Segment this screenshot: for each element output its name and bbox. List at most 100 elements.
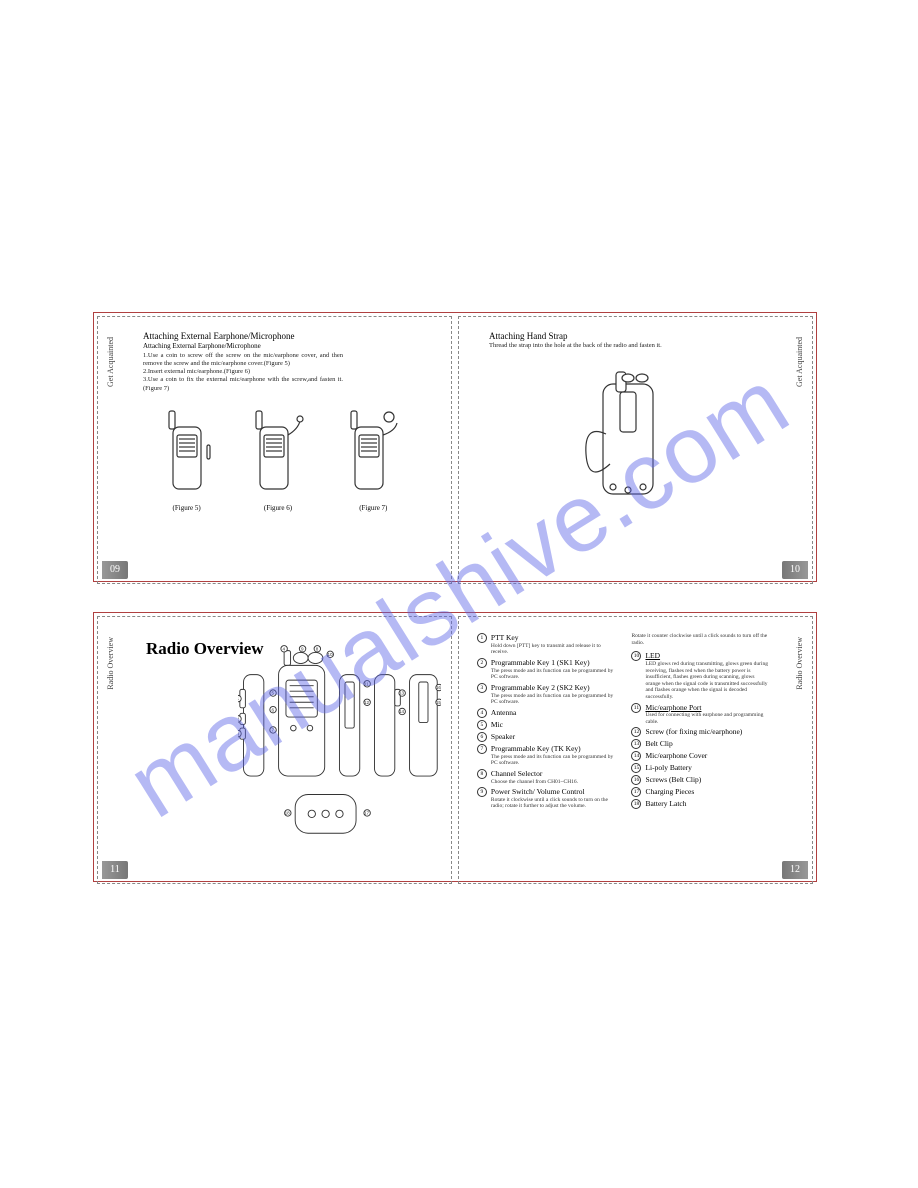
figure-6: (Figure 6) (250, 405, 306, 512)
item-title: Belt Clip (645, 739, 770, 749)
overview-item: 18 Battery Latch (631, 799, 770, 809)
manual-spread-1: Get Acquainted 09 Attaching External Ear… (93, 312, 817, 582)
overview-item: 12 Screw (for fixing mic/earphone) (631, 727, 770, 737)
item-title: Programmable Key 1 (SK1 Key) (491, 658, 616, 668)
item-number: 1 (477, 633, 487, 643)
overview-item: 9Power Switch/ Volume ControlRotate it c… (477, 787, 616, 810)
overview-item: 16Screws (Belt Clip) (631, 775, 770, 785)
item-description: The press mode and its function can be p… (491, 668, 616, 681)
item-number: 4 (477, 708, 487, 718)
item-number: 2 (477, 658, 487, 668)
page-number: 11 (102, 861, 128, 879)
item-title: Screws (Belt Clip) (645, 775, 770, 785)
item-description: Used for connecting with earphone and pr… (645, 712, 770, 725)
page-10: Get Acquainted 10 Attaching Hand Strap T… (458, 316, 813, 584)
figure-caption: (Figure 6) (250, 504, 306, 512)
item-number: 8 (477, 769, 487, 779)
item-number: 5 (477, 720, 487, 730)
item-title: Channel Selector (491, 769, 616, 779)
item-number: 6 (477, 732, 487, 742)
page-number: 12 (782, 861, 808, 879)
overview-item: 14 Mic/earphone Cover (631, 751, 770, 761)
overview-col-1: 1 PTT KeyHold down [PTT] key to transmit … (477, 633, 616, 873)
item-number: 10 (631, 651, 641, 661)
item-title: Speaker (491, 732, 616, 742)
item-number: 11 (631, 703, 641, 713)
page-11: Radio Overview 11 Radio Overview (97, 616, 452, 884)
rotate-note: Rotate it counter clockwise until a clic… (631, 633, 770, 646)
item-number: 13 (631, 739, 641, 749)
radio-icon (163, 405, 211, 495)
overview-item: 7 Programmable Key (TK Key)The press mode… (477, 744, 616, 767)
radio-icon (250, 405, 306, 495)
item-number: 7 (477, 744, 487, 754)
body-text: Thread the strap into the hole at the ba… (489, 342, 679, 350)
page-number: 10 (782, 561, 808, 579)
item-number: 14 (631, 751, 641, 761)
overview-item: 5 Mic (477, 720, 616, 730)
overview-item: 4 Antenna (477, 708, 616, 718)
svg-text:6: 6 (271, 707, 274, 712)
overview-item: 2 Programmable Key 1 (SK1 Key)The press m… (477, 658, 616, 681)
item-description: Choose the channel from CH01~CH16. (491, 779, 616, 786)
item-title: Charging Pieces (645, 787, 770, 797)
overview-item: 17 Charging Pieces (631, 787, 770, 797)
svg-text:11: 11 (364, 681, 369, 686)
item-description: LED glows red during transmitting, glows… (645, 661, 770, 701)
page-number: 09 (102, 561, 128, 579)
page-12: Radio Overview 12 1 PTT KeyHold down [PTT… (458, 616, 813, 884)
item-number: 3 (477, 683, 487, 693)
figure-caption: (Figure 7) (345, 504, 401, 512)
section-label: Radio Overview (795, 637, 804, 690)
figures-row: (Figure 5) (Figure 6) (143, 405, 421, 512)
item-number: 12 (631, 727, 641, 737)
svg-text:14: 14 (399, 709, 405, 714)
overview-item: 8 Channel SelectorChoose the channel from… (477, 769, 616, 785)
svg-text:18: 18 (285, 811, 291, 816)
figure-7: (Figure 7) (345, 405, 401, 512)
svg-text:16: 16 (436, 685, 441, 690)
item-title: PTT Key (491, 633, 616, 643)
item-description: The press mode and its function can be p… (491, 754, 616, 767)
subheading: Attaching External Earphone/Microphone (143, 342, 421, 350)
item-description: Hold down [PTT] key to transmit and rele… (491, 643, 616, 656)
item-number: 15 (631, 763, 641, 773)
figure-hand-strap (489, 364, 767, 519)
item-description: Rotate it clockwise until a click sounds… (491, 797, 616, 810)
radio-overview-diagram: 9 8 10 4 1 2 3 5 6 7 11 12 13 14 15 16 1 (238, 635, 441, 871)
manual-spread-2: Radio Overview 11 Radio Overview (93, 612, 817, 882)
item-title: Li-poly Battery (645, 763, 770, 773)
overview-item: 11Mic/earphone PortUsed for connecting w… (631, 703, 770, 726)
item-number: 17 (631, 787, 641, 797)
item-title: Screw (for fixing mic/earphone) (645, 727, 770, 737)
heading: Attaching Hand Strap (489, 331, 767, 341)
svg-text:8: 8 (316, 646, 319, 651)
item-number: 18 (631, 799, 641, 809)
overview-col-2: Rotate it counter clockwise until a clic… (631, 633, 770, 873)
overview-columns: 1 PTT KeyHold down [PTT] key to transmit … (477, 633, 770, 873)
body-text: 1.Use a coin to screw off the screw on t… (143, 352, 343, 393)
overview-item: 15 Li-poly Battery (631, 763, 770, 773)
item-title: Programmable Key (TK Key) (491, 744, 616, 754)
heading: Attaching External Earphone/Microphone (143, 331, 421, 341)
item-title: Antenna (491, 708, 616, 718)
overview-item: 13 Belt Clip (631, 739, 770, 749)
svg-text:17: 17 (364, 811, 370, 816)
svg-text:12: 12 (364, 700, 370, 705)
svg-text:4: 4 (283, 646, 286, 651)
figure-5: (Figure 5) (163, 405, 211, 512)
svg-text:9: 9 (301, 646, 304, 651)
item-title: Mic/earphone Cover (645, 751, 770, 761)
item-title: Battery Latch (645, 799, 770, 809)
radio-back-icon (568, 364, 688, 514)
figure-caption: (Figure 5) (163, 504, 211, 512)
overview-item: 6 Speaker (477, 732, 616, 742)
item-title: Mic (491, 720, 616, 730)
section-label: Get Acquainted (795, 337, 804, 387)
section-label: Radio Overview (106, 637, 115, 690)
item-title: Power Switch/ Volume Control (491, 787, 616, 797)
overview-item: 1 PTT KeyHold down [PTT] key to transmit … (477, 633, 616, 656)
svg-text:5: 5 (271, 691, 274, 696)
svg-text:15: 15 (436, 700, 441, 705)
svg-text:10: 10 (327, 652, 333, 657)
